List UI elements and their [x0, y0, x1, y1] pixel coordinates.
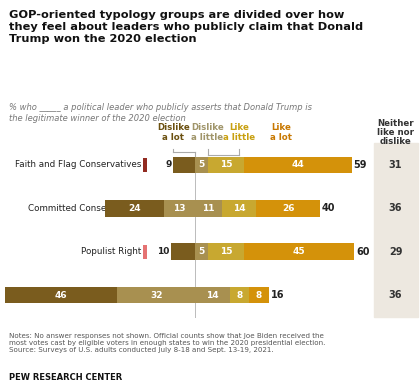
Text: dislike: dislike: [380, 137, 412, 146]
Bar: [249, 287, 269, 303]
Bar: [222, 200, 256, 217]
Bar: [143, 288, 147, 302]
Text: 60: 60: [356, 247, 370, 257]
Text: Faith and Flag Conservatives: Faith and Flag Conservatives: [15, 160, 142, 169]
Text: 59: 59: [354, 160, 367, 170]
Bar: [143, 245, 147, 259]
Text: 36: 36: [389, 290, 402, 300]
Text: a lot: a lot: [270, 133, 292, 142]
Text: 46: 46: [55, 291, 67, 300]
Bar: [195, 157, 207, 173]
Text: Committed Conservatives: Committed Conservatives: [28, 204, 142, 213]
Text: 29: 29: [389, 247, 402, 257]
Bar: [244, 157, 352, 173]
Text: 45: 45: [293, 247, 305, 256]
Text: 36: 36: [389, 203, 402, 213]
Text: Like: Like: [271, 123, 291, 132]
Text: 9: 9: [165, 160, 171, 169]
Text: 26: 26: [282, 204, 294, 213]
Bar: [195, 244, 207, 260]
Text: 8: 8: [256, 291, 262, 300]
Text: 10: 10: [157, 247, 169, 256]
Text: % who _____ a political leader who publicly asserts that Donald Trump is
the leg: % who _____ a political leader who publi…: [9, 103, 312, 123]
Text: 44: 44: [291, 160, 304, 169]
Bar: [256, 200, 320, 217]
Bar: [171, 244, 195, 260]
Bar: [195, 287, 230, 303]
Text: 15: 15: [220, 247, 232, 256]
Text: a little: a little: [223, 133, 255, 142]
Text: like nor: like nor: [377, 128, 414, 137]
Text: PEW RESEARCH CENTER: PEW RESEARCH CENTER: [9, 373, 123, 382]
Text: 5: 5: [198, 160, 205, 169]
Bar: [164, 200, 195, 217]
Bar: [230, 287, 249, 303]
Text: 5: 5: [198, 247, 205, 256]
Bar: [5, 287, 117, 303]
Bar: [207, 157, 244, 173]
Bar: [195, 200, 222, 217]
Bar: [374, 143, 417, 317]
Text: Dislike: Dislike: [157, 123, 190, 132]
Text: 13: 13: [173, 204, 186, 213]
Text: 14: 14: [233, 204, 246, 213]
Text: Like: Like: [229, 123, 249, 132]
Text: Dislike: Dislike: [191, 123, 224, 132]
Bar: [117, 287, 195, 303]
Bar: [244, 244, 354, 260]
Bar: [105, 200, 164, 217]
Text: 15: 15: [220, 160, 232, 169]
Bar: [207, 244, 244, 260]
Text: Notes: No answer responses not shown. Official counts show that Joe Biden receiv: Notes: No answer responses not shown. Of…: [9, 333, 326, 353]
Text: 16: 16: [270, 290, 284, 300]
Text: a little: a little: [192, 133, 223, 142]
Text: 14: 14: [206, 291, 219, 300]
Text: 32: 32: [150, 291, 163, 300]
Bar: [143, 158, 147, 172]
Bar: [173, 157, 195, 173]
Text: Populist Right: Populist Right: [81, 247, 142, 256]
Text: 31: 31: [389, 160, 402, 170]
Text: 24: 24: [128, 204, 141, 213]
Text: Ambivalent Right: Ambivalent Right: [66, 291, 142, 300]
Text: 8: 8: [236, 291, 242, 300]
Bar: [143, 201, 147, 215]
Text: Neither: Neither: [377, 119, 414, 128]
Text: a lot: a lot: [163, 133, 184, 142]
Text: 40: 40: [322, 203, 335, 213]
Text: GOP-oriented typology groups are divided over how
they feel about leaders who pu: GOP-oriented typology groups are divided…: [9, 10, 363, 44]
Text: 11: 11: [202, 204, 215, 213]
